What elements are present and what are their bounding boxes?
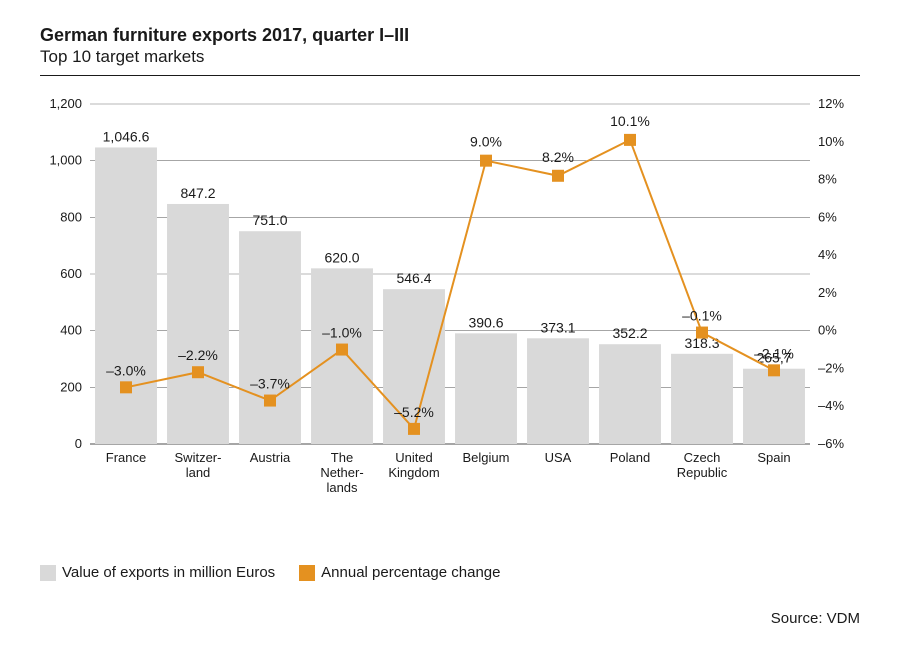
- x-category-label: USA: [545, 450, 572, 465]
- pct-marker: [408, 423, 420, 435]
- svg-text:4%: 4%: [818, 248, 837, 263]
- bar-value-label: 751.0: [252, 213, 287, 229]
- pct-label: –0.1%: [682, 308, 722, 324]
- bar-value-label: 390.6: [468, 315, 503, 331]
- svg-text:1,200: 1,200: [49, 96, 82, 111]
- bar-value-label: 546.4: [396, 271, 431, 287]
- x-category-label: Belgium: [463, 450, 510, 465]
- chart-svg: 0 200 400 600 800 1,000 1,200 –6% –4% –2% 0% 2% 4% 6%…: [40, 94, 860, 524]
- chart-subtitle: Top 10 target markets: [40, 47, 860, 67]
- chart-title: German furniture exports 2017, quarter I…: [40, 24, 860, 47]
- x-category-label: Spain: [757, 450, 790, 465]
- pct-marker: [624, 134, 636, 146]
- bar: [239, 232, 301, 445]
- pct-marker: [696, 327, 708, 339]
- pct-marker: [120, 382, 132, 394]
- pct-label: 9.0%: [470, 134, 502, 150]
- pct-marker: [480, 155, 492, 167]
- pct-label: 8.2%: [542, 149, 574, 165]
- x-category-label: CzechRepublic: [677, 450, 728, 480]
- svg-text:1,000: 1,000: [49, 153, 82, 168]
- pct-label: –3.0%: [106, 363, 146, 379]
- x-category-label: UnitedKingdom: [388, 450, 439, 480]
- pct-marker: [768, 365, 780, 377]
- pct-marker: [336, 344, 348, 356]
- bar-value-label: 373.1: [540, 320, 575, 336]
- svg-text:600: 600: [60, 266, 82, 281]
- legend-bars: Value of exports in million Euros: [40, 564, 275, 581]
- svg-text:8%: 8%: [818, 172, 837, 187]
- source-label: Source: VDM: [771, 610, 860, 627]
- bar: [311, 269, 373, 445]
- pct-label: –2.1%: [754, 346, 794, 362]
- pct-marker: [552, 170, 564, 182]
- x-category-label: France: [106, 450, 146, 465]
- svg-text:0: 0: [75, 436, 82, 451]
- legend-line: Annual percentage change: [299, 564, 500, 581]
- svg-text:6%: 6%: [818, 210, 837, 225]
- pct-marker: [192, 367, 204, 379]
- bar: [527, 339, 589, 445]
- svg-text:400: 400: [60, 323, 82, 338]
- svg-text:10%: 10%: [818, 134, 844, 149]
- line-swatch-icon: [299, 565, 315, 581]
- pct-label: –1.0%: [322, 325, 362, 341]
- bar: [743, 369, 805, 444]
- bar: [383, 290, 445, 445]
- svg-text:–4%: –4%: [818, 399, 844, 414]
- x-category-label: Austria: [250, 450, 291, 465]
- bar: [671, 354, 733, 444]
- header-rule: [40, 75, 860, 76]
- bar-value-label: 352.2: [612, 326, 647, 342]
- bar: [455, 334, 517, 445]
- svg-text:12%: 12%: [818, 96, 844, 111]
- svg-text:2%: 2%: [818, 285, 837, 300]
- legend-bars-label: Value of exports in million Euros: [62, 564, 275, 581]
- x-category-label: Poland: [610, 450, 650, 465]
- pct-label: –2.2%: [178, 348, 218, 364]
- pct-marker: [264, 395, 276, 407]
- x-category-label: TheNether-lands: [320, 450, 363, 495]
- bar-value-label: 847.2: [180, 185, 215, 201]
- bars-swatch-icon: [40, 565, 56, 581]
- bar-value-label: 620.0: [324, 250, 359, 266]
- page: German furniture exports 2017, quarter I…: [0, 0, 900, 657]
- chart-area: 0 200 400 600 800 1,000 1,200 –6% –4% –2% 0% 2% 4% 6%…: [40, 94, 860, 524]
- pct-label: 10.1%: [610, 113, 650, 129]
- legend: Value of exports in million Euros Annual…: [40, 564, 860, 581]
- svg-text:–6%: –6%: [818, 436, 844, 451]
- legend-line-label: Annual percentage change: [321, 564, 500, 581]
- bar-value-label: 1,046.6: [103, 129, 150, 145]
- pct-label: –3.7%: [250, 376, 290, 392]
- bar: [167, 204, 229, 444]
- bar: [599, 345, 661, 445]
- svg-text:800: 800: [60, 210, 82, 225]
- bar: [95, 148, 157, 445]
- svg-text:0%: 0%: [818, 323, 837, 338]
- x-category-label: Switzer-land: [175, 450, 222, 480]
- pct-label: –5.2%: [394, 404, 434, 420]
- svg-text:200: 200: [60, 380, 82, 395]
- svg-text:–2%: –2%: [818, 361, 844, 376]
